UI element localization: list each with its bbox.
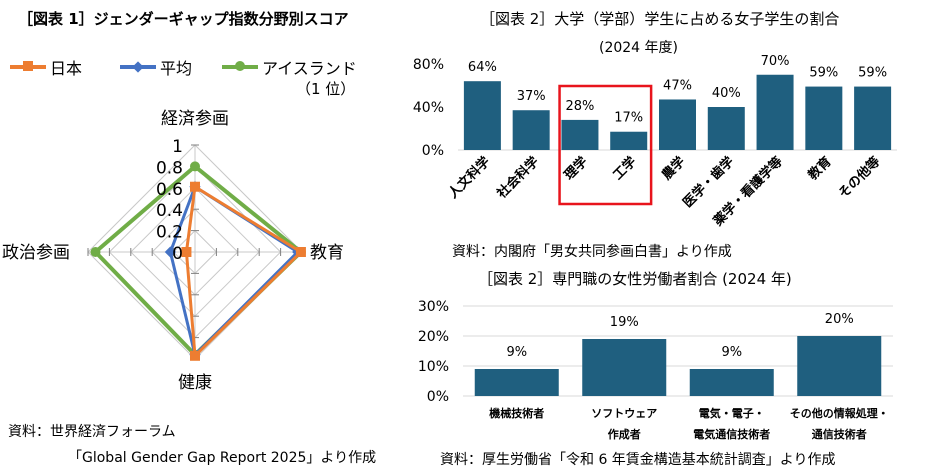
radar-axis-label: 健康 [178, 373, 212, 393]
university-data-label: 59% [858, 66, 887, 81]
university-y-tick-label: 0% [422, 143, 444, 159]
legend-label-japan: 日本 [50, 59, 83, 78]
profession-bar [474, 369, 559, 396]
profession-data-label: 9% [506, 345, 527, 360]
university-bar [610, 131, 648, 150]
university-data-label: 47% [663, 78, 692, 93]
radar-point-japan [181, 247, 192, 257]
legend-label-average: 平均 [160, 59, 193, 78]
legend-line-iceland [222, 61, 258, 71]
profession-data-label: 20% [825, 312, 854, 327]
legend-item-iceland: アイスランド [222, 56, 357, 78]
legend-item-japan: 日本 [10, 56, 82, 78]
profession-category-label: 作成者 [608, 427, 641, 441]
radar-point-japan [190, 181, 200, 192]
university-bar [805, 86, 843, 150]
profession-y-tick-label: 20% [418, 329, 449, 345]
university-data-label: 59% [809, 66, 838, 81]
university-bar [756, 74, 794, 150]
circle-marker-icon [235, 61, 245, 71]
university-category-label: 社会科学 [493, 154, 542, 203]
profession-category-label: 機械技術者 [489, 406, 544, 420]
legend-line-japan [10, 61, 46, 71]
legend-label-iceland: アイスランド [262, 59, 357, 78]
highlight-box [558, 84, 653, 206]
radar-point-japan [190, 350, 200, 361]
legend-item-average: 平均 [120, 56, 192, 78]
profession-category-label: 電気通信技術者 [693, 427, 770, 441]
university-bar [512, 110, 550, 150]
radar-tick-label: 0 [172, 244, 183, 264]
radar-point-iceland [90, 247, 101, 257]
profession-y-tick-label: 10% [418, 359, 449, 375]
radar-axis-label: 教育 [310, 243, 344, 263]
profession-category-label: その他の情報処理・ [790, 406, 889, 420]
profession-y-tick-label: 0% [427, 389, 449, 405]
radar-source-line-2: 「Global Gender Gap Report 2025」より作成 [68, 450, 377, 466]
university-data-label: 37% [517, 89, 546, 104]
university-category-label: その他等 [835, 154, 883, 202]
university-category-label: 工学 [610, 154, 640, 184]
university-data-label: 17% [614, 111, 643, 126]
university-data-label: 40% [712, 86, 741, 101]
profession-category-label: 電気・電子・ [699, 406, 765, 420]
radar-tick-label: 1 [172, 137, 183, 157]
university-category-label: 人文科学 [445, 154, 493, 202]
university-data-label: 70% [761, 54, 790, 69]
university-bar [659, 99, 696, 150]
legend-label-iceland-rank: （1 位） [296, 80, 356, 98]
profession-chart-source: 資料：厚生労働省「令和 6 年賃金構造基本統計調査」より作成 [440, 452, 836, 468]
profession-bar [797, 336, 882, 396]
university-chart-source: 資料：内閣府「男女共同参画白書」より作成 [452, 244, 732, 260]
profession-chart-title: ［図表 2］専門職の女性労働者割合 (2024 年) [478, 270, 792, 288]
university-category-label: 農学 [659, 154, 689, 184]
legend-line-average [120, 61, 156, 73]
profession-bar [582, 339, 667, 396]
radar-chart-title: ［図表 1］ジェンダーギャップ指数分野別スコア [18, 10, 349, 28]
square-marker-icon [23, 61, 33, 71]
radar-tick-label: 0.4 [156, 201, 183, 221]
radar-tick-label: 0.6 [156, 180, 183, 200]
radar-series-line [93, 164, 303, 357]
profession-data-label: 19% [610, 315, 639, 330]
radar-source-line-1: 資料：世界経済フォーラム [8, 424, 176, 440]
radar-point-iceland [190, 161, 200, 172]
profession-data-label: 9% [721, 345, 742, 360]
university-bar [463, 81, 501, 150]
profession-category-label: ソフトウェア [591, 407, 657, 420]
radar-tick-label: 0.8 [156, 158, 183, 178]
university-data-label: 28% [565, 99, 594, 114]
radar-point-average [164, 246, 177, 258]
university-category-label: 理学 [561, 154, 591, 184]
profession-bar [689, 369, 774, 396]
university-bar [707, 107, 745, 150]
university-data-label: 64% [468, 60, 497, 75]
radar-axis-label: 経済参画 [161, 109, 229, 129]
radar-tick-label: 0.2 [156, 223, 183, 243]
university-y-tick-label: 80% [413, 57, 444, 73]
profession-category-label: 通信技術者 [812, 427, 867, 441]
university-bar [854, 86, 892, 150]
radar-axis-label: 政治参画 [2, 243, 70, 263]
profession-y-tick-label: 30% [418, 299, 449, 315]
university-category-label: 教育 [804, 154, 834, 184]
radar-point-japan [295, 247, 306, 257]
university-bar [561, 119, 599, 150]
university-chart-subtitle: (2024 年度) [599, 40, 679, 56]
university-chart-title: ［図表 2］大学（学部）学生に占める女子学生の割合 [480, 10, 840, 28]
university-y-tick-label: 40% [413, 100, 444, 116]
